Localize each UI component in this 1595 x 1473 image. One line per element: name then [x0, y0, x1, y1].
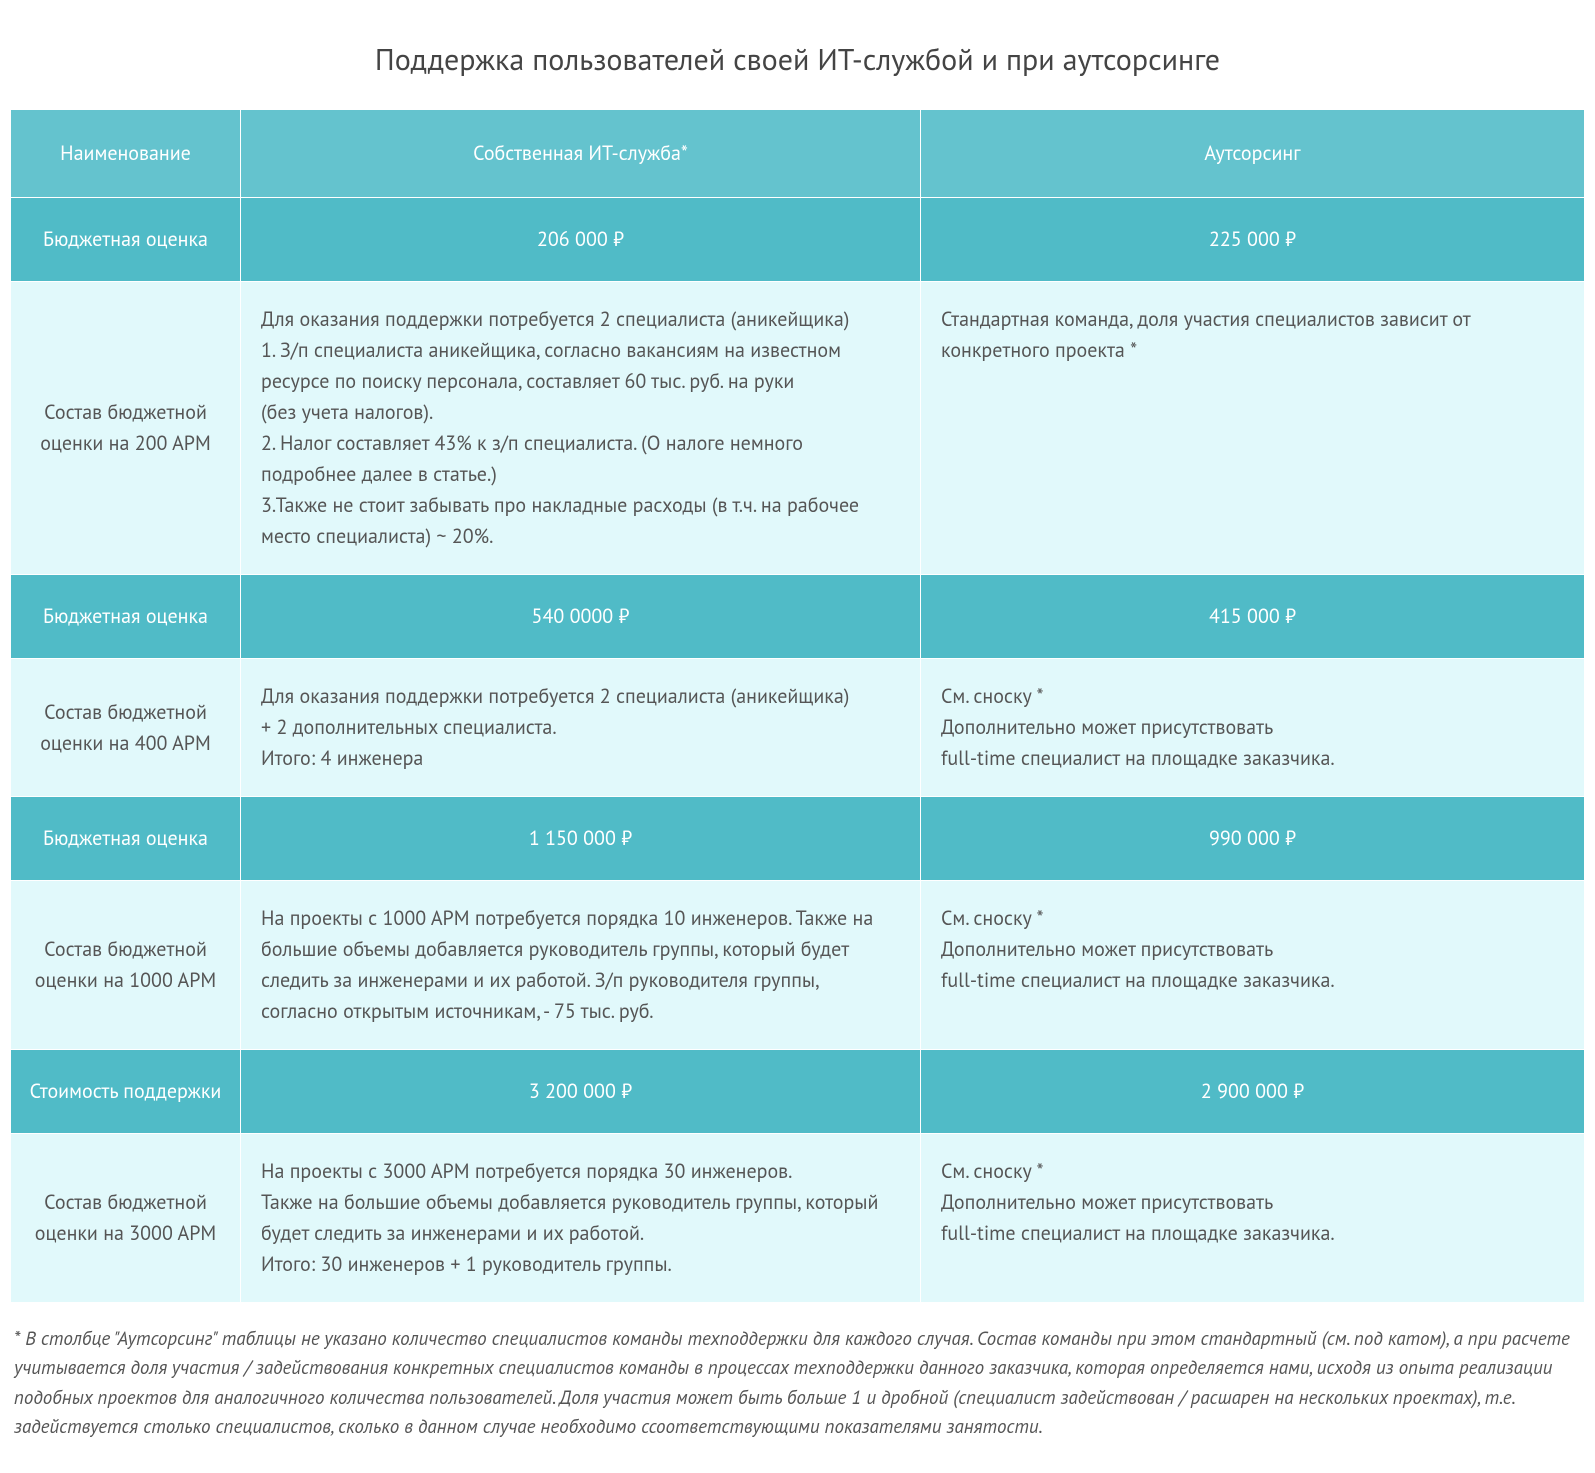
own-detail: На проекты с 1000 АРМ потребуется порядк… — [241, 881, 921, 1050]
col-header-outsource: Аутсорсинг — [921, 110, 1585, 198]
row-label: Состав бюджетной оценки на 3000 АРМ — [11, 1134, 241, 1303]
out-price: 415 000 ₽ — [921, 575, 1585, 659]
row-label: Бюджетная оценка — [11, 797, 241, 881]
own-price: 206 000 ₽ — [241, 198, 921, 282]
price-row: Стоимость поддержки3 200 000 ₽2 900 000 … — [11, 1050, 1585, 1134]
own-detail: На проекты с 3000 АРМ потребуется порядк… — [241, 1134, 921, 1303]
detail-row: Состав бюджетной оценки на 3000 АРМНа пр… — [11, 1134, 1585, 1303]
out-price: 225 000 ₽ — [921, 198, 1585, 282]
detail-row: Состав бюджетной оценки на 200 АРМДля ок… — [11, 282, 1585, 575]
out-detail: См. сноску *Дополнительно может присутст… — [921, 1134, 1585, 1303]
row-label: Бюджетная оценка — [11, 575, 241, 659]
own-price: 3 200 000 ₽ — [241, 1050, 921, 1134]
row-label: Стоимость поддержки — [11, 1050, 241, 1134]
own-detail: Для оказания поддержки потребуется 2 спе… — [241, 282, 921, 575]
col-header-own: Собственная ИТ-служба* — [241, 110, 921, 198]
table-header-row: Наименование Собственная ИТ-служба* Аутс… — [11, 110, 1585, 198]
footnote: * В столбце "Аутсорсинг" таблицы не указ… — [10, 1303, 1585, 1453]
own-price: 540 0000 ₽ — [241, 575, 921, 659]
row-label: Состав бюджетной оценки на 1000 АРМ — [11, 881, 241, 1050]
price-row: Бюджетная оценка540 0000 ₽415 000 ₽ — [11, 575, 1585, 659]
page-title: Поддержка пользователей своей ИТ-службой… — [10, 40, 1585, 79]
out-price: 2 900 000 ₽ — [921, 1050, 1585, 1134]
price-row: Бюджетная оценка1 150 000 ₽990 000 ₽ — [11, 797, 1585, 881]
own-detail: Для оказания поддержки потребуется 2 спе… — [241, 659, 921, 797]
row-label: Состав бюджетной оценки на 400 АРМ — [11, 659, 241, 797]
out-detail: См. сноску *Дополнительно может присутст… — [921, 881, 1585, 1050]
out-detail: См. сноску *Дополнительно может присутст… — [921, 659, 1585, 797]
col-header-name: Наименование — [11, 110, 241, 198]
row-label: Бюджетная оценка — [11, 198, 241, 282]
price-row: Бюджетная оценка206 000 ₽225 000 ₽ — [11, 198, 1585, 282]
out-price: 990 000 ₽ — [921, 797, 1585, 881]
detail-row: Состав бюджетной оценки на 1000 АРМНа пр… — [11, 881, 1585, 1050]
out-detail: Стандартная команда, доля участия специа… — [921, 282, 1585, 575]
row-label: Состав бюджетной оценки на 200 АРМ — [11, 282, 241, 575]
own-price: 1 150 000 ₽ — [241, 797, 921, 881]
comparison-table: Наименование Собственная ИТ-служба* Аутс… — [10, 109, 1585, 1303]
detail-row: Состав бюджетной оценки на 400 АРМДля ок… — [11, 659, 1585, 797]
